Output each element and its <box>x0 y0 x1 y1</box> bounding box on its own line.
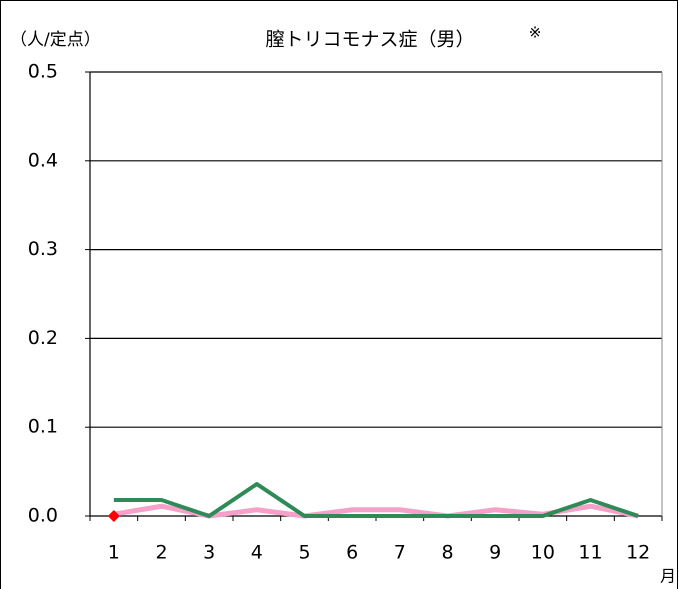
x-tick-label: 5 <box>298 542 310 564</box>
line <box>113 482 639 518</box>
y-tick-label: 0.0 <box>28 505 58 527</box>
point <box>107 510 120 522</box>
y-axis-label: （人/定点） <box>10 30 101 50</box>
x-tick-label: 4 <box>251 542 263 564</box>
y-tick-label: 0.3 <box>28 238 58 260</box>
x-tick-label: 2 <box>155 542 167 564</box>
x-tick-label: 8 <box>441 542 453 564</box>
x-tick-label: 6 <box>346 542 358 564</box>
y-tick-label: 0.1 <box>28 416 58 438</box>
x-tick-label: 9 <box>489 542 501 564</box>
x-tick-label: 11 <box>578 542 602 564</box>
chart-title: 膣トリコモナス症（男） <box>265 29 474 51</box>
x-tick-label: 1 <box>108 542 120 564</box>
x-axis-label: 月 <box>660 567 676 586</box>
y-tick-label: 0.5 <box>28 61 58 83</box>
x-tick-label: 7 <box>394 542 406 564</box>
x-tick-label: 10 <box>531 542 555 564</box>
y-tick-label: 0.2 <box>28 327 58 349</box>
x-tick-label: 3 <box>203 542 215 564</box>
x-tick-label: 12 <box>626 542 650 564</box>
annotation: ※ <box>529 24 542 42</box>
y-tick-label: 0.4 <box>28 149 58 171</box>
